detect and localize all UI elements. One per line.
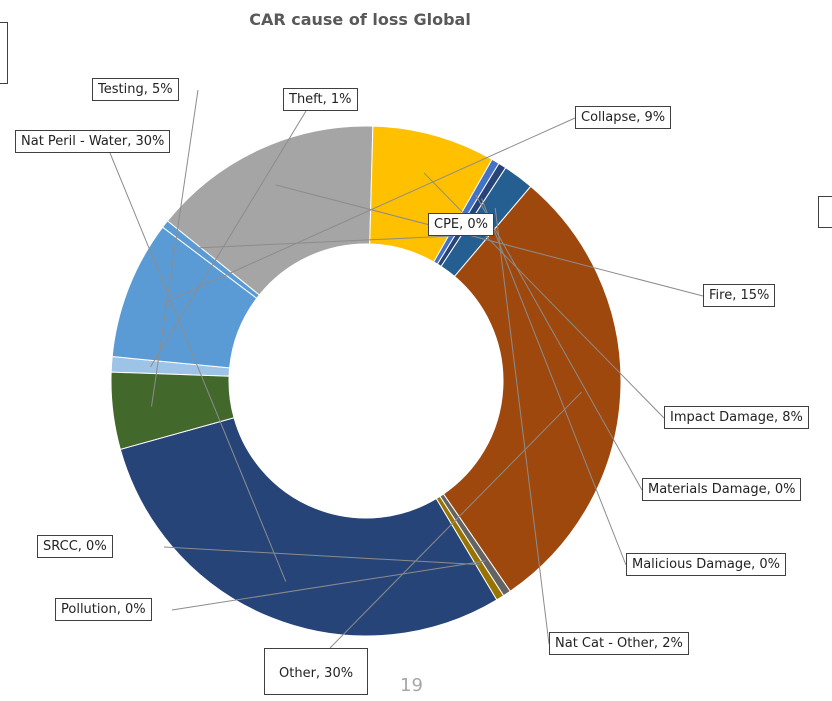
leader-line-theft: [150, 110, 307, 368]
label-cpe: CPE, 0%: [428, 213, 495, 236]
leader-line-materials-damage: [475, 194, 643, 491]
label-pollution: Pollution, 0%: [55, 598, 152, 621]
leader-line-nat-peril-water: [109, 152, 287, 582]
label-collapse: Collapse, 9%: [575, 106, 672, 129]
leader-line-srcc: [163, 546, 480, 566]
label-other: Other, 30%: [264, 648, 369, 695]
leader-line-testing: [151, 89, 199, 407]
leader-line-pollution: [171, 560, 486, 611]
label-fire: Fire, 15%: [703, 284, 776, 307]
page-number: 19: [400, 675, 423, 696]
chart-title: CAR cause of loss Global: [249, 10, 471, 29]
label-nat-cat-other: Nat Cat - Other, 2%: [549, 632, 689, 655]
label-theft: Theft, 1%: [283, 88, 358, 111]
slice-nat-peril-water: [119, 417, 498, 637]
cropped-box-right: [818, 196, 832, 228]
leader-line-collapse: [164, 117, 576, 303]
label-materials-damage: Materials Damage, 0%: [642, 478, 802, 501]
cropped-box-left: [0, 22, 8, 84]
slice-other: [442, 185, 622, 592]
label-nat-peril-water: Nat Peril - Water, 30%: [15, 130, 171, 153]
label-impact-damage: Impact Damage, 8%: [664, 406, 809, 429]
leader-line-nat-cat-other: [494, 207, 550, 645]
label-malicious-damage: Malicious Damage, 0%: [626, 553, 787, 576]
leader-line-malicious-damage: [481, 198, 627, 566]
label-testing: Testing, 5%: [92, 78, 179, 101]
leader-line-other: [329, 391, 583, 649]
slice-fire: [166, 125, 374, 296]
leader-line-cpe: [195, 235, 453, 249]
slice-testing: [110, 371, 235, 450]
label-srcc: SRCC, 0%: [37, 535, 113, 558]
leader-line-fire: [275, 184, 704, 297]
